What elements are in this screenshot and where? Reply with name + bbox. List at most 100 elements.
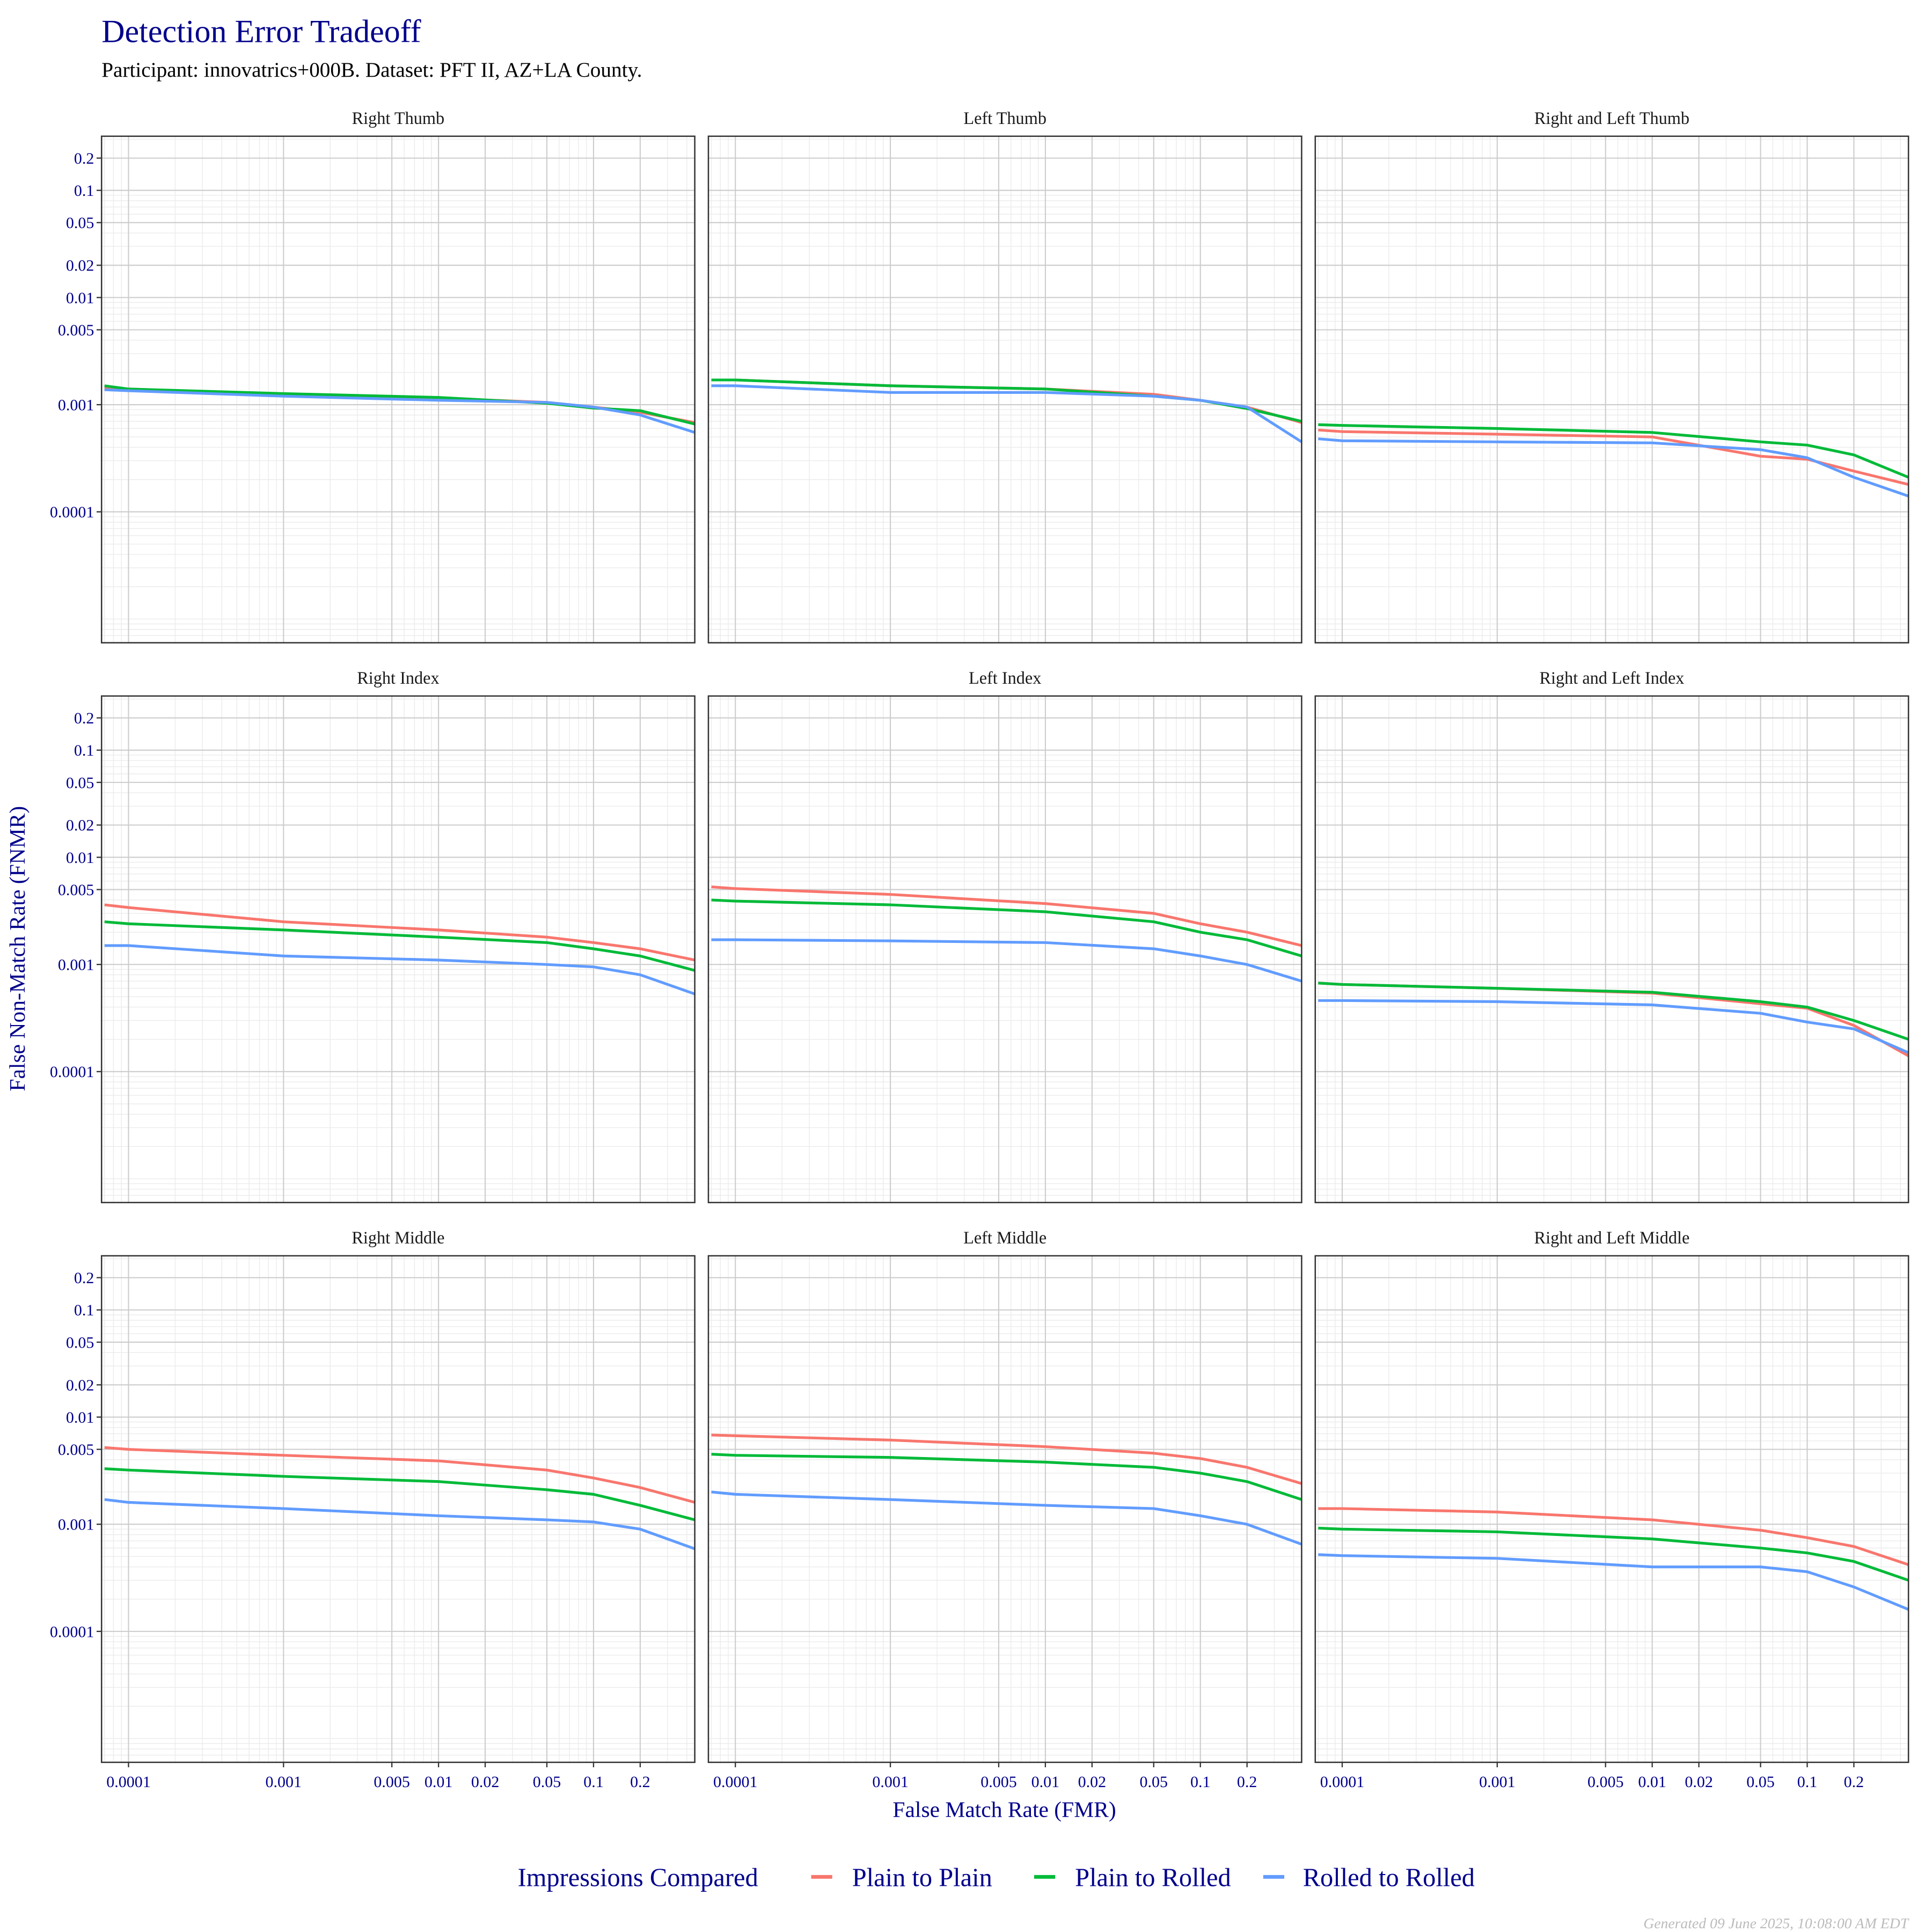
y-tick-label: 0.001 — [58, 956, 94, 974]
x-tick-label: 0.2 — [1237, 1773, 1257, 1791]
series-line-rolled-to-rolled — [711, 384, 1302, 443]
legend-swatch-rolled-to-rolled — [1263, 1875, 1285, 1879]
legend-swatch-plain-to-plain — [811, 1875, 832, 1879]
x-tick-label: 0.1 — [1797, 1773, 1818, 1791]
y-tick-label: 0.0001 — [50, 1063, 94, 1081]
legend-swatch-plain-to-rolled — [1034, 1875, 1056, 1879]
x-tick-label: 0.2 — [630, 1773, 650, 1791]
x-tick-label: 0.01 — [1031, 1773, 1060, 1791]
series-line-rolled-to-rolled — [1318, 999, 1909, 1054]
series-line-plain-to-rolled — [1318, 423, 1909, 479]
x-tick-label: 0.001 — [872, 1773, 909, 1791]
legend: Impressions Compared Plain to Plain Plai… — [518, 1864, 1475, 1892]
panel-background — [708, 696, 1302, 1203]
y-tick-label: 0.2 — [74, 1269, 94, 1287]
panel-left-middle: 0.0001 0.001 0.005 0.01 0.02 0.05 0.1 0.2 Left M… — [707, 1228, 1302, 1791]
panel-strip-title: Right Middle — [352, 1228, 444, 1247]
panel-background — [708, 1256, 1302, 1762]
x-tick-label: 0.1 — [583, 1773, 604, 1791]
panel-border — [100, 135, 696, 643]
chart-title: Detection Error Tradeoff — [101, 13, 421, 49]
y-tick-label: 0.005 — [58, 881, 94, 899]
series-line-plain-to-rolled — [1318, 982, 1909, 1041]
panel-background — [101, 1256, 695, 1762]
panel-strip-title: Right Thumb — [352, 108, 445, 128]
y-tick-label: 0.1 — [74, 742, 94, 759]
legend-title: Impressions Compared — [518, 1864, 758, 1892]
x-tick-label: 0.005 — [374, 1773, 410, 1791]
y-tick-label: 0.0001 — [50, 1623, 94, 1641]
panel-border — [1314, 1255, 1909, 1763]
legend-label-plain-to-plain: Plain to Plain — [852, 1864, 992, 1892]
series-line-plain-to-plain — [104, 903, 696, 962]
x-tick-label: 0.0001 — [713, 1773, 758, 1791]
series-line-plain-to-rolled — [104, 920, 696, 972]
generated-footer: Generated 09 June 2025, 10:08:00 AM EDT — [1643, 1915, 1910, 1931]
x-tick-label: 0.01 — [1638, 1773, 1666, 1791]
series-line-rolled-to-rolled — [104, 1498, 696, 1550]
series-line-plain-to-rolled — [1318, 1526, 1909, 1582]
x-tick-label: 0.05 — [1140, 1773, 1168, 1791]
panel-right-and-left-middle: 0.0001 0.001 0.005 0.01 0.02 0.05 0.1 0.2 Right … — [1314, 1228, 1909, 1791]
y-tick-label: 0.05 — [66, 1334, 94, 1351]
y-tick-label: 0.02 — [66, 1377, 94, 1394]
series-line-rolled-to-rolled — [711, 1490, 1302, 1546]
legend-label-plain-to-rolled: Plain to Rolled — [1075, 1864, 1231, 1892]
x-tick-label: 0.2 — [1844, 1773, 1864, 1791]
panel-strip-title: Left Index — [969, 668, 1041, 687]
panel-left-index: Left Index — [707, 668, 1302, 1204]
facet-panels: 0.2 0.1 0.05 0.02 0.01 0.005 0.001 0.0001 Right … — [50, 108, 1909, 1791]
panel-border — [707, 695, 1302, 1204]
panel-strip-title: Right Index — [357, 668, 439, 687]
panel-right-thumb: 0.2 0.1 0.05 0.02 0.01 0.005 0.001 0.0001 Right … — [50, 108, 696, 643]
y-tick-label: 0.0001 — [50, 503, 94, 521]
panel-background — [1315, 136, 1909, 643]
y-tick-label: 0.05 — [66, 214, 94, 232]
x-tick-label: 0.005 — [980, 1773, 1017, 1791]
x-tick-label: 0.1 — [1190, 1773, 1211, 1791]
series-line-plain-to-plain — [711, 1433, 1302, 1485]
y-tick-label: 0.02 — [66, 817, 94, 835]
x-tick-label: 0.02 — [1685, 1773, 1713, 1791]
x-axis-label: False Match Rate (FMR) — [892, 1797, 1116, 1822]
series-line-plain-to-plain — [1318, 1507, 1909, 1566]
panel-background — [101, 136, 695, 643]
series-line-rolled-to-rolled — [104, 388, 696, 434]
panel-strip-title: Right and Left Index — [1539, 668, 1684, 687]
series-line-rolled-to-rolled — [1318, 1553, 1909, 1611]
series-line-plain-to-plain — [104, 1446, 696, 1504]
series-line-plain-to-rolled — [711, 898, 1302, 957]
y-tick-label: 0.1 — [74, 182, 94, 200]
x-tick-label: 0.02 — [471, 1773, 500, 1791]
y-tick-label: 0.05 — [66, 774, 94, 792]
y-tick-label: 0.005 — [58, 1441, 94, 1459]
x-tick-label: 0.02 — [1078, 1773, 1107, 1791]
y-tick-label: 0.01 — [66, 1409, 94, 1426]
panel-left-thumb: Left Thumb — [707, 108, 1302, 643]
x-tick-label: 0.005 — [1587, 1773, 1624, 1791]
panel-strip-title: Right and Left Thumb — [1534, 108, 1689, 128]
series-line-plain-to-plain — [711, 885, 1302, 947]
y-tick-label: 0.01 — [66, 289, 94, 307]
panel-right-index: 0.2 0.1 0.05 0.02 0.01 0.005 0.001 0.0001 Right … — [50, 668, 696, 1204]
panel-border — [100, 1255, 696, 1763]
y-axis-label: False Non-Match Rate (FNMR) — [5, 806, 30, 1092]
y-tick-label: 0.1 — [74, 1301, 94, 1319]
series-line-plain-to-rolled — [104, 1467, 696, 1521]
panel-strip-title: Left Thumb — [963, 108, 1046, 128]
panel-right-and-left-index: Right and Left Index — [1314, 668, 1909, 1204]
y-tick-label: 0.2 — [74, 709, 94, 727]
panel-background — [1315, 696, 1909, 1203]
x-tick-label: 0.0001 — [1320, 1773, 1365, 1791]
y-tick-label: 0.2 — [74, 150, 94, 167]
panel-border — [707, 135, 1302, 643]
y-tick-label: 0.001 — [58, 1516, 94, 1534]
legend-label-rolled-to-rolled: Rolled to Rolled — [1303, 1864, 1475, 1892]
panel-right-and-left-thumb: Right and Left Thumb — [1314, 108, 1909, 643]
series-line-plain-to-rolled — [711, 1453, 1302, 1501]
x-tick-label: 0.001 — [266, 1773, 302, 1791]
x-tick-label: 0.001 — [1479, 1773, 1516, 1791]
panel-right-middle: 0.0001 0.001 0.005 0.01 0.02 0.05 0.1 0.2 0.2 0.1… — [50, 1228, 696, 1791]
y-tick-label: 0.02 — [66, 257, 94, 275]
